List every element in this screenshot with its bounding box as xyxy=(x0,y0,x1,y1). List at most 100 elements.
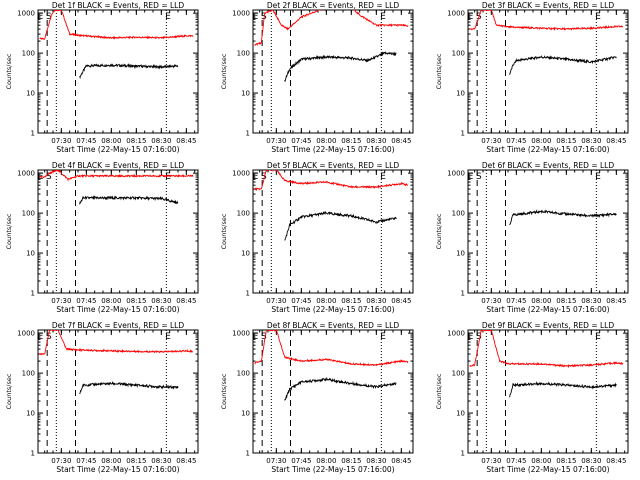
y-tick-label: 1000 xyxy=(17,170,35,178)
lld-series-line xyxy=(254,10,409,47)
phase-marker-label: S xyxy=(476,172,482,182)
x-tick-label: 08:00 xyxy=(101,457,121,465)
chart-panel: Det 3f BLACK = Events, RED = LLD Counts/s… xyxy=(435,1,629,154)
x-tick-label: 07:30 xyxy=(481,297,501,305)
y-axis-label: Counts/sec xyxy=(435,373,443,409)
x-tick-label: 07:30 xyxy=(266,297,286,305)
chart-title: Det 2f BLACK = Events, RED = LLD xyxy=(267,1,400,10)
x-axis-label: Start Time (22-May-15 07:16:00) xyxy=(486,305,609,314)
phase-marker-label: E xyxy=(165,12,171,22)
chart-panel: Det 2f BLACK = Events, RED = LLD Counts/s… xyxy=(220,1,414,154)
y-tick-label: 10 xyxy=(26,250,35,258)
x-axis-label: Start Time (22-May-15 07:16:00) xyxy=(56,305,179,314)
plot-frame xyxy=(252,169,414,294)
x-tick-label: 07:45 xyxy=(506,137,526,145)
y-tick-label: 1000 xyxy=(447,330,465,338)
x-axis-label: Start Time (22-May-15 07:16:00) xyxy=(56,465,179,474)
chart-panel: Det 4f BLACK = Events, RED = LLD Counts/s… xyxy=(5,161,199,314)
plot-frame xyxy=(37,329,199,454)
y-tick-label: 100 xyxy=(452,210,465,218)
lld-series-line xyxy=(254,330,409,367)
plot-frame xyxy=(467,169,629,294)
plot-frame xyxy=(252,9,414,134)
plot-frame xyxy=(37,9,199,134)
x-tick-label: 07:45 xyxy=(76,137,96,145)
x-tick-label: 08:15 xyxy=(556,137,576,145)
x-axis-label: Start Time (22-May-15 07:16:00) xyxy=(56,145,179,154)
x-tick-label: 08:00 xyxy=(101,297,121,305)
y-tick-label: 1 xyxy=(246,130,250,138)
phase-marker-label: E xyxy=(380,12,386,22)
x-tick-label: 08:15 xyxy=(126,137,146,145)
y-tick-label: 1000 xyxy=(17,10,35,18)
phase-marker-label: S xyxy=(46,172,52,182)
y-axis-label: Counts/sec xyxy=(220,373,228,409)
y-axis-label: Counts/sec xyxy=(5,53,13,89)
x-tick-label: 07:30 xyxy=(481,137,501,145)
y-tick-label: 10 xyxy=(456,250,465,258)
x-tick-label: 07:30 xyxy=(51,457,71,465)
chart-panel: Det 6f BLACK = Events, RED = LLD Counts/s… xyxy=(435,161,629,314)
phase-marker-label: E xyxy=(595,332,601,342)
phase-marker-label: E xyxy=(468,332,474,342)
chart-title: Det 4f BLACK = Events, RED = LLD xyxy=(52,161,185,170)
phase-marker-label: E xyxy=(165,332,171,342)
y-tick-label: 1000 xyxy=(232,10,250,18)
y-axis-label: Counts/sec xyxy=(435,213,443,249)
lld-series-line xyxy=(254,170,409,192)
chart-title: Det 7f BLACK = Events, RED = LLD xyxy=(52,321,185,330)
y-tick-label: 1000 xyxy=(447,170,465,178)
phase-marker-label: S xyxy=(46,332,52,342)
events-series-line xyxy=(79,380,179,395)
phase-marker-label: S xyxy=(46,12,52,22)
x-tick-label: 08:45 xyxy=(176,297,196,305)
y-tick-label: 1 xyxy=(246,450,250,458)
y-tick-label: 1 xyxy=(31,450,35,458)
x-tick-label: 07:30 xyxy=(266,457,286,465)
y-axis-label: Counts/sec xyxy=(5,373,13,409)
y-tick-label: 100 xyxy=(22,210,35,218)
x-tick-label: 08:00 xyxy=(316,137,336,145)
x-tick-label: 07:45 xyxy=(291,457,311,465)
x-tick-label: 07:30 xyxy=(51,137,71,145)
plot-frame xyxy=(467,329,629,454)
x-tick-label: 08:45 xyxy=(176,457,196,465)
chart-title: Det 5f BLACK = Events, RED = LLD xyxy=(267,161,400,170)
y-tick-label: 1 xyxy=(461,450,465,458)
x-tick-label: 07:45 xyxy=(291,297,311,305)
x-tick-label: 08:15 xyxy=(556,457,576,465)
x-axis-label: Start Time (22-May-15 07:16:00) xyxy=(486,145,609,154)
x-tick-label: 08:00 xyxy=(531,137,551,145)
phase-marker-label: E xyxy=(380,332,386,342)
x-tick-label: 07:45 xyxy=(506,457,526,465)
y-tick-label: 1000 xyxy=(17,330,35,338)
x-tick-label: 07:30 xyxy=(266,137,286,145)
events-series-line xyxy=(79,62,179,80)
phase-marker-label: S xyxy=(476,332,482,342)
plot-frame xyxy=(37,169,199,294)
y-tick-label: 1 xyxy=(246,290,250,298)
x-tick-label: 08:30 xyxy=(581,297,601,305)
y-tick-label: 1 xyxy=(31,130,35,138)
x-tick-label: 08:00 xyxy=(531,297,551,305)
chart-panel: Det 5f BLACK = Events, RED = LLD Counts/s… xyxy=(220,161,414,314)
x-axis-label: Start Time (22-May-15 07:16:00) xyxy=(271,305,394,314)
phase-marker-label: E xyxy=(253,172,259,182)
x-tick-label: 08:45 xyxy=(176,137,196,145)
chart-panel: Det 8f BLACK = Events, RED = LLD Counts/s… xyxy=(220,321,414,474)
chart-panel: Det 1f BLACK = Events, RED = LLD Counts/s… xyxy=(5,1,199,154)
x-tick-label: 07:30 xyxy=(481,457,501,465)
x-tick-label: 08:15 xyxy=(126,297,146,305)
x-tick-label: 08:30 xyxy=(366,457,386,465)
x-tick-label: 08:30 xyxy=(151,457,171,465)
y-axis-label: Counts/sec xyxy=(220,213,228,249)
phase-marker-label: E xyxy=(468,12,474,22)
y-tick-label: 100 xyxy=(22,370,35,378)
x-tick-label: 08:00 xyxy=(531,457,551,465)
x-tick-label: 08:15 xyxy=(341,297,361,305)
x-axis-label: Start Time (22-May-15 07:16:00) xyxy=(271,465,394,474)
plot-frame xyxy=(467,9,629,134)
plot-frame xyxy=(252,329,414,454)
y-tick-label: 100 xyxy=(22,50,35,58)
